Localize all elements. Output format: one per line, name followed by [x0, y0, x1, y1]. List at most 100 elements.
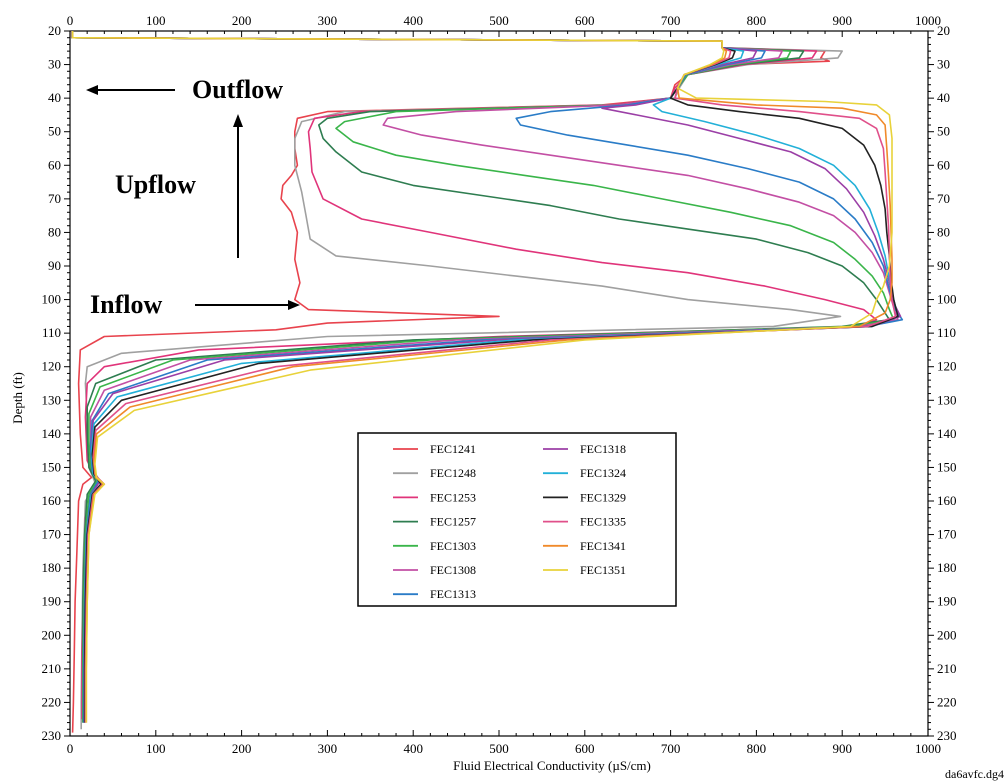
- y-tick-label-right: 80: [937, 224, 950, 239]
- annotation-upflow: Upflow: [115, 114, 243, 258]
- y-tick-label-left: 90: [48, 258, 61, 273]
- series-line-fec1241: [70, 31, 831, 733]
- plot-frame: [69, 30, 929, 737]
- x-tick-label-top: 300: [318, 13, 338, 28]
- y-tick-label-left: 40: [48, 90, 61, 105]
- x-tick-label-bottom: 500: [489, 741, 509, 756]
- y-tick-label-left: 100: [42, 292, 62, 307]
- x-tick-label-bottom: 800: [747, 741, 767, 756]
- y-tick-label-right: 130: [937, 392, 957, 407]
- legend-label: FEC1341: [580, 539, 626, 553]
- y-tick-label-left: 210: [42, 661, 62, 676]
- y-tick-label-left: 70: [48, 191, 61, 206]
- y-tick-label-right: 70: [937, 191, 950, 206]
- x-tick-label-top: 600: [575, 13, 595, 28]
- x-tick-label-bottom: 1000: [915, 741, 941, 756]
- y-axis-right: 20 30 40 50 60 70 80 90 100 110 120 130 140 150 160 170…: [928, 23, 957, 743]
- x-tick-label-bottom: 200: [232, 741, 252, 756]
- legend-label: FEC1313: [430, 587, 476, 601]
- y-tick-label-right: 210: [937, 661, 957, 676]
- legend-label: FEC1241: [430, 442, 476, 456]
- y-tick-label-left: 190: [42, 594, 62, 609]
- y-tick-label-right: 160: [937, 493, 957, 508]
- series-line-fec1313: [71, 31, 904, 723]
- y-tick-label-left: 160: [42, 493, 62, 508]
- y-tick-label-right: 140: [937, 426, 957, 441]
- y-tick-label-left: 60: [48, 157, 61, 172]
- x-tick-label-bottom: 100: [146, 741, 166, 756]
- series-line-fec1324: [71, 31, 899, 723]
- arrowhead-right-icon: [288, 300, 300, 310]
- y-tick-label-left: 230: [42, 728, 62, 743]
- annotation-outflow-label: Outflow: [192, 75, 283, 104]
- y-tick-label-right: 40: [937, 90, 950, 105]
- series-line-fec1308: [71, 31, 899, 723]
- y-tick-label-left: 140: [42, 426, 62, 441]
- y-tick-label-right: 110: [937, 325, 956, 340]
- footer-filename: da6avfc.dg4: [945, 767, 1004, 781]
- series-layer: [70, 31, 904, 733]
- x-tick-label-top: 500: [489, 13, 509, 28]
- y-tick-label-right: 90: [937, 258, 950, 273]
- y-tick-label-right: 200: [937, 627, 957, 642]
- legend-label: FEC1257: [430, 515, 476, 529]
- x-axis-top: 0 100 200 300 400 500 600 700 800 900 1000: [67, 13, 941, 37]
- y-tick-label-left: 110: [42, 325, 61, 340]
- y-tick-label-right: 30: [937, 57, 950, 72]
- y-tick-label-left: 80: [48, 224, 61, 239]
- x-tick-label-top: 400: [403, 13, 423, 28]
- y-tick-label-right: 180: [937, 560, 957, 575]
- x-tick-label-top: 100: [146, 13, 166, 28]
- x-tick-label-bottom: 600: [575, 741, 595, 756]
- legend: FEC1241 FEC1248 FEC1253 FEC1257 FEC1303 FEC13…: [357, 432, 677, 607]
- legend-label: FEC1308: [430, 563, 476, 577]
- y-tick-label-left: 50: [48, 124, 61, 139]
- annotation-inflow: Inflow: [90, 290, 300, 319]
- series-line-fec1329: [71, 31, 899, 723]
- x-tick-label-bottom: 700: [661, 741, 681, 756]
- y-tick-label-right: 220: [937, 694, 957, 709]
- x-axis-title: Fluid Electrical Conductivity (µS/cm): [453, 758, 651, 773]
- x-tick-label-top: 200: [232, 13, 252, 28]
- x-tick-label-top: 700: [661, 13, 681, 28]
- y-tick-label-right: 50: [937, 124, 950, 139]
- annotation-upflow-label: Upflow: [115, 170, 196, 199]
- y-tick-label-right: 60: [937, 157, 950, 172]
- y-tick-label-right: 170: [937, 527, 957, 542]
- y-tick-label-left: 150: [42, 459, 62, 474]
- legend-box: [357, 432, 677, 607]
- x-tick-label-bottom: 400: [403, 741, 423, 756]
- arrowhead-left-icon: [86, 85, 98, 95]
- series-line-fec1318: [71, 31, 902, 723]
- y-tick-label-right: 120: [937, 359, 957, 374]
- y-tick-label-right: 20: [937, 23, 950, 38]
- y-tick-label-left: 120: [42, 359, 62, 374]
- y-tick-label-left: 20: [48, 23, 61, 38]
- plot-border: [69, 30, 929, 737]
- legend-label: FEC1324: [580, 466, 626, 480]
- annotation-outflow: Outflow: [86, 75, 283, 104]
- x-tick-label-top: 1000: [915, 13, 941, 28]
- x-tick-label-bottom: 0: [67, 741, 74, 756]
- annotation-inflow-label: Inflow: [90, 290, 162, 319]
- arrowhead-up-icon: [233, 114, 243, 127]
- x-tick-label-bottom: 300: [318, 741, 338, 756]
- legend-label: FEC1329: [580, 490, 626, 504]
- legend-label: FEC1318: [580, 442, 626, 456]
- y-tick-label-left: 200: [42, 627, 62, 642]
- y-tick-label-left: 180: [42, 560, 62, 575]
- y-axis-left: 20 30 40 50 60 70 80 90 100 110 120 130 140 150 160 170…: [42, 23, 70, 743]
- y-tick-label-right: 150: [937, 459, 957, 474]
- x-tick-label-top: 0: [67, 13, 74, 28]
- legend-label: FEC1253: [430, 490, 476, 504]
- legend-label: FEC1303: [430, 539, 476, 553]
- series-line-fec1335: [71, 31, 897, 723]
- y-tick-label-right: 100: [937, 292, 957, 307]
- y-tick-label-left: 30: [48, 57, 61, 72]
- y-tick-label-right: 230: [937, 728, 957, 743]
- y-tick-label-right: 190: [937, 594, 957, 609]
- series-line-fec1257: [71, 31, 891, 723]
- y-tick-label-left: 220: [42, 694, 62, 709]
- legend-label: FEC1248: [430, 466, 476, 480]
